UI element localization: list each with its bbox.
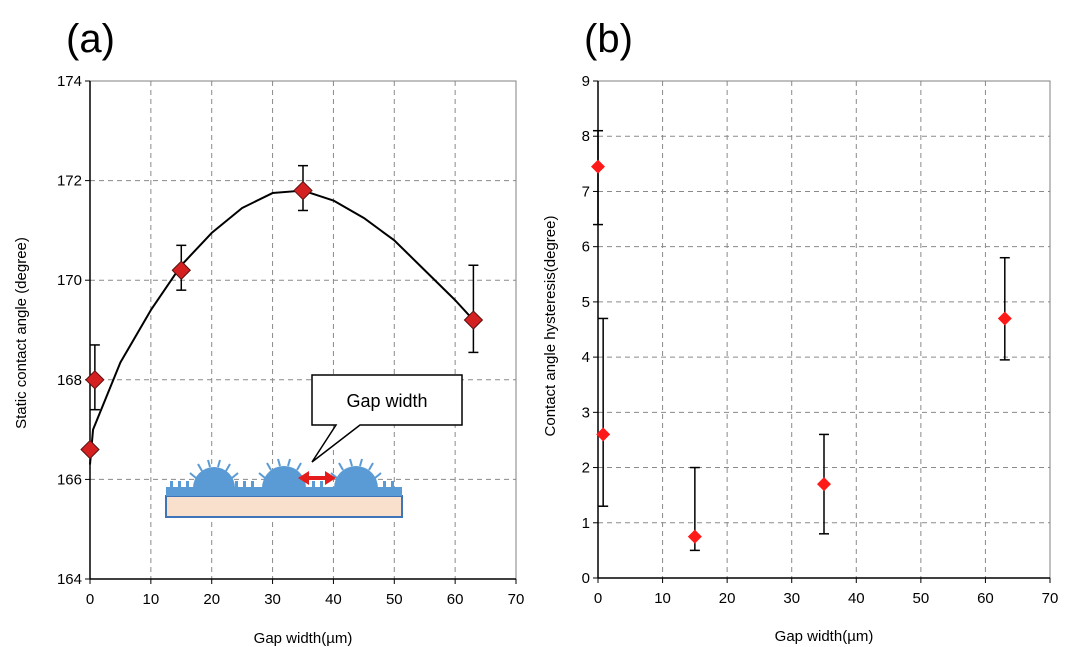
error-bar (999, 256, 1010, 361)
panel-b-y-ticks: 0 1 2 3 4 5 6 7 8 9 (582, 73, 590, 587)
error-bar (468, 264, 479, 354)
quadratic-fit-line (89, 189, 475, 465)
data-point-diamond (591, 159, 605, 174)
panel-b-y-axis-title: Contact angle hysteresis(degree) (542, 216, 559, 437)
panel-b-data-points (591, 159, 1012, 544)
y-tick-label: 1 (582, 515, 590, 532)
panel-a-fit-curve (89, 189, 475, 465)
x-tick-label: 50 (913, 590, 930, 607)
data-point-diamond (293, 180, 313, 201)
panel-a-x-axis-title: Gap width(µm) (254, 630, 353, 647)
data-point-diamond (817, 477, 831, 492)
panel-b-error-bars (593, 129, 1010, 552)
substrate (165, 495, 403, 518)
x-tick-label: 40 (325, 591, 342, 608)
gap-width-callout-text: Gap width (346, 391, 427, 411)
panel-a-label: (a) (66, 17, 115, 61)
y-tick-label: 9 (582, 73, 590, 90)
y-tick-label: 168 (57, 372, 82, 389)
x-tick-label: 30 (783, 590, 800, 607)
micro-bump-3 (330, 458, 382, 488)
y-tick-label: 3 (582, 404, 590, 421)
panel-b-chart: (b) 0 10 20 30 40 50 60 70 0 1 2 3 4 5 6 7 8 9 Gap width… (542, 17, 1058, 645)
x-tick-label: 10 (143, 591, 160, 608)
x-tick-label: 20 (203, 591, 220, 608)
nano-spikes (170, 481, 394, 488)
gap-width-callout (311, 374, 463, 463)
x-tick-label: 30 (264, 591, 281, 608)
data-point-diamond (85, 370, 105, 390)
x-tick-label: 40 (848, 590, 865, 607)
y-tick-label: 8 (582, 128, 590, 145)
panel-a-axes (85, 80, 517, 584)
panel-a-y-ticks: 164 166 168 170 172 174 (57, 73, 82, 588)
data-point-diamond (687, 529, 702, 544)
gap-width-arrow (298, 471, 336, 485)
x-tick-label: 50 (386, 591, 403, 608)
panel-a-error-bars (89, 164, 479, 411)
panel-a-y-axis-title: Static contact angle (degree) (13, 237, 30, 429)
data-point-diamond (80, 439, 100, 460)
y-tick-label: 174 (57, 73, 82, 90)
y-tick-label: 5 (582, 294, 590, 311)
micro-bump-2 (258, 458, 310, 488)
panel-b-x-axis-title: Gap width(µm) (775, 628, 874, 645)
data-point-diamond (596, 427, 611, 442)
y-tick-label: 170 (57, 272, 82, 289)
y-tick-label: 164 (57, 571, 82, 588)
x-tick-label: 20 (719, 590, 736, 607)
y-tick-label: 172 (57, 173, 82, 190)
micro-bump-1 (189, 459, 239, 488)
x-tick-label: 60 (977, 590, 994, 607)
x-tick-label: 70 (1042, 590, 1059, 607)
x-tick-label: 0 (594, 590, 602, 607)
x-tick-label: 0 (86, 591, 94, 608)
y-tick-label: 4 (582, 349, 590, 366)
data-point-diamond (997, 311, 1012, 326)
data-point-diamond (171, 260, 191, 280)
panel-b-grid (598, 81, 1050, 578)
y-tick-label: 2 (582, 460, 590, 477)
x-tick-label: 70 (508, 591, 525, 608)
panel-a-data-points (80, 180, 484, 460)
panel-b-axes (593, 80, 1051, 583)
data-point-diamond (463, 310, 484, 330)
x-tick-label: 10 (654, 590, 671, 607)
surface-base-layer (166, 487, 402, 496)
panel-b-x-ticks: 0 10 20 30 40 50 60 70 (594, 590, 1059, 607)
x-tick-label: 60 (447, 591, 464, 608)
panel-a-chart: (a) 0 10 20 30 40 50 60 70 164 166 168 170 172 174 G… (13, 17, 524, 647)
y-tick-label: 7 (582, 183, 590, 200)
y-tick-label: 166 (57, 471, 82, 488)
error-bar (598, 317, 609, 507)
panel-a-x-ticks: 0 10 20 30 40 50 60 70 (86, 591, 525, 608)
surface-schematic-inset: Gap width (165, 374, 463, 518)
y-tick-label: 6 (582, 239, 590, 256)
y-tick-label: 0 (582, 570, 590, 587)
panel-b-label: (b) (584, 17, 633, 61)
error-bar (593, 129, 603, 226)
